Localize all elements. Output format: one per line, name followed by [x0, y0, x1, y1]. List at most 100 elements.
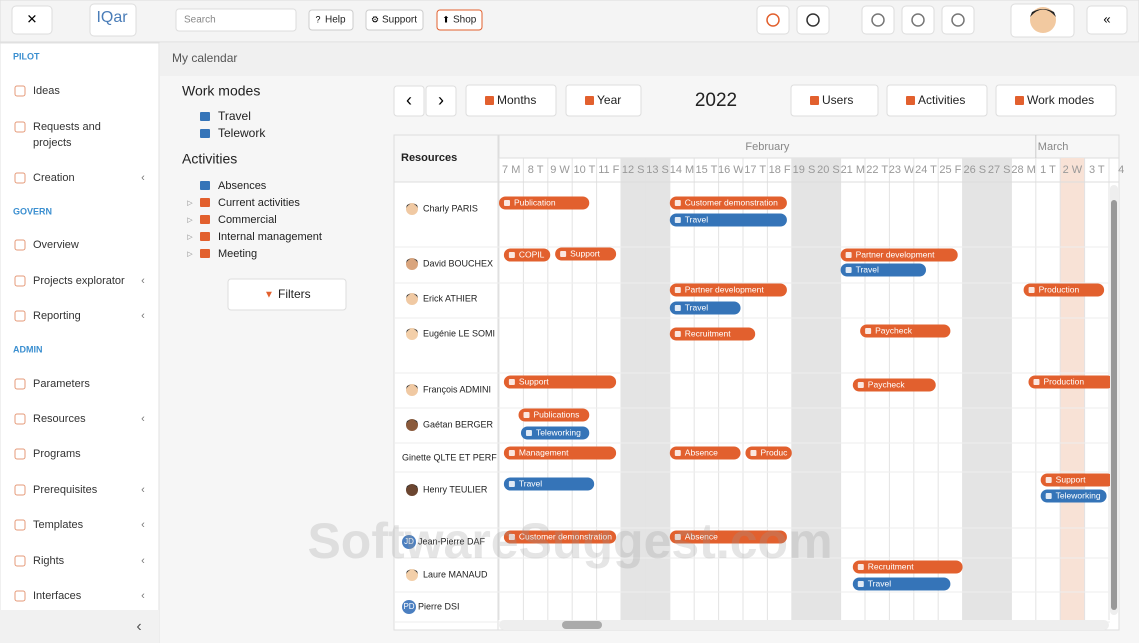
event-bar[interactable] — [1040, 489, 1107, 503]
nav-button[interactable] — [393, 85, 425, 117]
sidebar-item[interactable]: Interfaces — [33, 590, 82, 602]
event-bar[interactable] — [669, 530, 787, 544]
event-bar[interactable] — [555, 247, 617, 261]
sidebar-item[interactable]: Resources — [33, 413, 86, 425]
activity-item[interactable]: Commercial — [218, 214, 277, 226]
icon-button[interactable] — [796, 5, 830, 35]
activity-item[interactable]: Current activities — [218, 197, 300, 209]
event-icon — [1033, 379, 1040, 385]
event-label: Travel — [685, 214, 708, 224]
sidebar-item[interactable]: Requests and projects — [33, 121, 101, 149]
resource-name[interactable]: Laure MANAUD — [423, 569, 488, 579]
event-bar[interactable] — [518, 408, 590, 422]
sidebar-item[interactable]: Ideas — [33, 85, 60, 97]
event-bar[interactable] — [503, 375, 617, 389]
event-bar[interactable] — [852, 560, 963, 574]
activity-item[interactable]: Internal management — [218, 231, 322, 243]
day-column-shade — [645, 158, 670, 620]
activity-item[interactable]: Meeting — [218, 248, 257, 260]
filters-button[interactable] — [227, 278, 347, 311]
resource-name[interactable]: Henry TEULIER — [423, 484, 488, 494]
icon-button[interactable] — [756, 5, 790, 35]
collapse-icon[interactable]: ‹ — [136, 618, 141, 635]
toolbar-button[interactable] — [465, 84, 557, 117]
event-bar[interactable] — [669, 327, 756, 341]
horizontal-scrollbar[interactable] — [499, 620, 1109, 630]
event-bar[interactable] — [840, 263, 926, 277]
toolbar-button[interactable] — [565, 84, 642, 117]
resource-name[interactable]: Gaétan BERGER — [423, 419, 494, 429]
resource-name[interactable]: Ginette QLTE ET PERF — [402, 452, 497, 462]
event-bar[interactable] — [669, 283, 787, 297]
sidebar-item[interactable]: Reporting — [33, 310, 81, 322]
work-mode-item[interactable]: Telework — [218, 126, 266, 140]
avatar-hair — [406, 419, 418, 424]
avatar-hair — [406, 203, 418, 208]
top-icons: ? Help ⚙ Support ⬆ Shop — [308, 5, 975, 35]
event-bar[interactable] — [503, 477, 595, 491]
collapse-button[interactable] — [1086, 5, 1128, 35]
event-bar[interactable] — [669, 446, 741, 460]
sidebar-item[interactable]: Creation — [33, 172, 75, 184]
toolbar: ‹ › Months Year 2022 Users Activities Work mode… — [393, 84, 1117, 117]
sidebar-item[interactable]: Parameters — [33, 378, 90, 390]
event-bar[interactable] — [852, 378, 936, 392]
event-bar[interactable] — [669, 196, 787, 210]
resource-name[interactable]: François ADMINI — [423, 384, 491, 394]
sidebar-item[interactable]: Rights — [33, 555, 65, 567]
event-bar[interactable] — [745, 446, 792, 460]
sidebar-item[interactable]: Prerequisites — [33, 484, 98, 496]
event-bar[interactable] — [499, 196, 590, 210]
event-icon — [504, 200, 510, 206]
event-bar[interactable] — [669, 301, 741, 315]
toolbar-button[interactable] — [995, 84, 1117, 117]
event-bar[interactable] — [860, 324, 951, 338]
icon-button[interactable] — [941, 5, 975, 35]
event-bar[interactable] — [1023, 283, 1105, 297]
resource-name[interactable]: David BOUCHEX — [423, 258, 493, 268]
logo-box[interactable] — [89, 3, 137, 37]
resource-name[interactable]: Eugénie LE SOMI — [423, 328, 495, 338]
sidebar-item[interactable]: Projects explorator — [33, 275, 125, 287]
event-bar[interactable] — [503, 248, 551, 262]
topbar-button[interactable] — [365, 9, 424, 31]
resource-name[interactable]: Charly PARIS — [423, 203, 478, 213]
nav-button[interactable] — [425, 85, 457, 117]
event-bar[interactable] — [669, 213, 787, 227]
activity-item[interactable]: Absences — [218, 180, 267, 192]
close-button[interactable] — [11, 5, 53, 35]
icon — [766, 13, 780, 27]
sidebar-item[interactable]: Overview — [33, 239, 79, 251]
event-bar[interactable] — [840, 248, 958, 262]
event-bar[interactable] — [1040, 473, 1114, 487]
day-label: 26 S — [963, 164, 986, 176]
vertical-thumb[interactable] — [1111, 200, 1117, 610]
sidebar-item-line: projects — [33, 137, 72, 149]
work-mode-item[interactable]: Travel — [218, 109, 251, 123]
search-box[interactable] — [175, 8, 297, 32]
filters-panel: Work modes Travel Telework Activities Absenc… — [182, 83, 347, 311]
topbar-button[interactable] — [436, 9, 483, 31]
sidebar-icon — [14, 519, 26, 531]
icon-button[interactable] — [861, 5, 895, 35]
event-bar[interactable] — [503, 530, 617, 544]
horizontal-thumb[interactable] — [562, 621, 602, 629]
event-bar[interactable] — [1028, 375, 1114, 389]
event-label: Recruitment — [868, 561, 914, 571]
sidebar-item[interactable]: Templates — [33, 519, 84, 531]
avatar — [406, 569, 418, 581]
event-bar[interactable] — [852, 577, 951, 591]
topbar-button[interactable] — [308, 9, 354, 31]
activity-icon — [200, 198, 210, 207]
resource-name[interactable]: Pierre DSI — [418, 601, 460, 611]
icon-button[interactable] — [901, 5, 935, 35]
sidebar-item[interactable]: Programs — [33, 448, 81, 460]
filters-label[interactable]: Filters — [278, 287, 311, 301]
activity-icon — [200, 215, 210, 224]
resource-name[interactable]: Erick ATHIER — [423, 293, 478, 303]
event-bar[interactable] — [503, 446, 617, 460]
toolbar-button[interactable] — [886, 84, 988, 117]
toolbar-button[interactable] — [790, 84, 879, 117]
event-bar[interactable] — [520, 426, 590, 440]
resource-name[interactable]: Jean-Pierre DAF — [418, 536, 486, 546]
